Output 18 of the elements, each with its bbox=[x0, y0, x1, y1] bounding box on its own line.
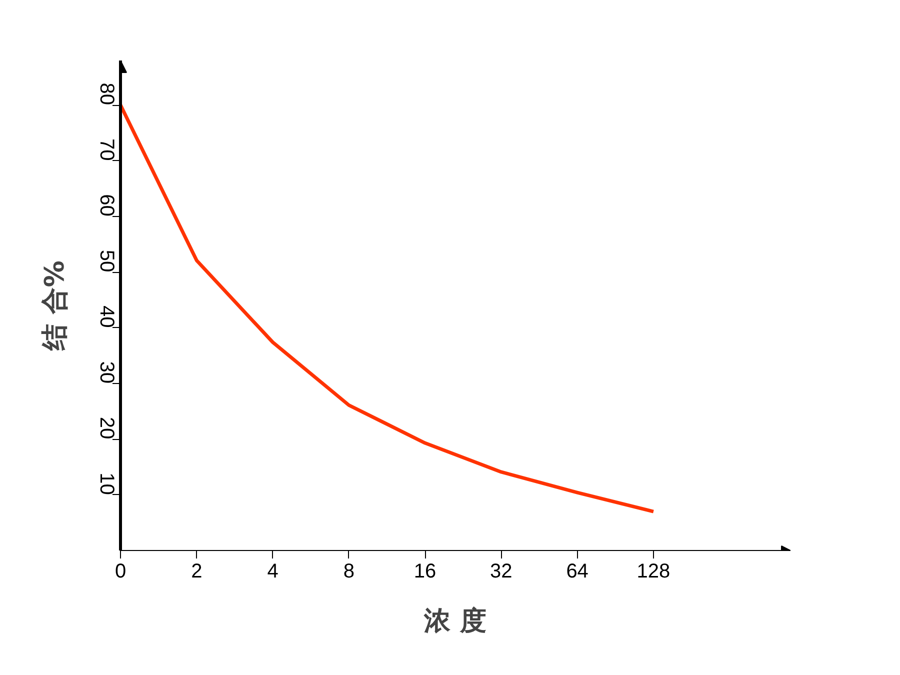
x-tick-label: 4 bbox=[267, 560, 278, 582]
y-tick-label: 30 bbox=[96, 361, 118, 384]
x-tick-label: 0 bbox=[114, 560, 126, 582]
x-tick-label: 64 bbox=[566, 560, 588, 582]
y-tick-label: 20 bbox=[96, 416, 118, 440]
y-tick-label: 60 bbox=[96, 194, 118, 216]
y-tick-label: 80 bbox=[96, 82, 118, 106]
x-axis-title: 浓 度 bbox=[422, 606, 488, 636]
x-tick-label: 16 bbox=[414, 560, 436, 582]
y-tick-label: 70 bbox=[96, 138, 118, 161]
x-tick-label: 8 bbox=[343, 560, 354, 582]
y-axis-title: 结 合% bbox=[40, 260, 70, 352]
y-tick-label: 40 bbox=[96, 306, 118, 328]
x-tick-label: 2 bbox=[191, 560, 202, 582]
y-tick-label: 50 bbox=[96, 250, 118, 272]
y-tick-label: 10 bbox=[96, 472, 118, 495]
x-tick-label: 32 bbox=[490, 560, 512, 582]
x-tick-label: 128 bbox=[636, 560, 670, 582]
